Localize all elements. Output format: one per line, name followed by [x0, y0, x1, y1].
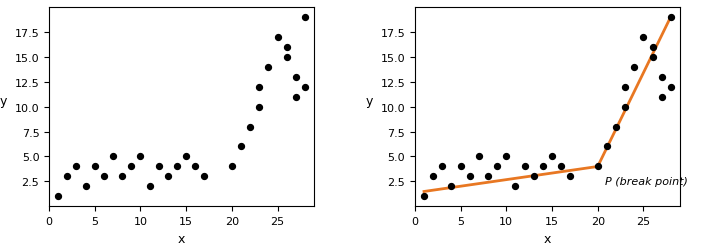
- Point: [665, 85, 676, 89]
- Point: [611, 125, 622, 129]
- Point: [501, 155, 512, 159]
- Point: [299, 15, 311, 19]
- Point: [620, 85, 631, 89]
- Point: [565, 175, 576, 179]
- Point: [116, 175, 128, 179]
- Point: [555, 165, 566, 169]
- Point: [62, 175, 73, 179]
- Point: [638, 35, 649, 39]
- Point: [80, 185, 91, 189]
- Point: [656, 75, 667, 79]
- Point: [281, 45, 292, 49]
- Point: [89, 165, 100, 169]
- X-axis label: x: x: [178, 232, 185, 245]
- Point: [272, 35, 283, 39]
- Point: [299, 85, 311, 89]
- Point: [647, 55, 658, 59]
- Point: [199, 175, 210, 179]
- Point: [473, 155, 484, 159]
- Point: [254, 105, 265, 109]
- Point: [290, 95, 301, 99]
- Point: [190, 165, 201, 169]
- Point: [236, 145, 247, 149]
- Point: [181, 155, 192, 159]
- Point: [153, 165, 164, 169]
- Text: P (break point): P (break point): [605, 177, 688, 187]
- Point: [254, 85, 265, 89]
- Point: [464, 175, 475, 179]
- Point: [98, 175, 109, 179]
- Point: [510, 185, 521, 189]
- Point: [281, 55, 292, 59]
- Y-axis label: y: y: [0, 94, 7, 107]
- Point: [263, 65, 274, 69]
- Point: [455, 165, 466, 169]
- Point: [135, 155, 146, 159]
- Point: [418, 195, 430, 199]
- Point: [519, 165, 530, 169]
- Point: [592, 165, 604, 169]
- Point: [290, 75, 301, 79]
- Point: [528, 175, 539, 179]
- Point: [107, 155, 118, 159]
- Point: [482, 175, 494, 179]
- Point: [53, 195, 64, 199]
- Point: [665, 15, 676, 19]
- Point: [546, 155, 557, 159]
- Point: [491, 165, 503, 169]
- Point: [144, 185, 155, 189]
- Point: [446, 185, 457, 189]
- Point: [163, 175, 174, 179]
- Point: [125, 165, 137, 169]
- Point: [620, 105, 631, 109]
- Point: [172, 165, 183, 169]
- Y-axis label: y: y: [366, 94, 373, 107]
- Point: [428, 175, 439, 179]
- Point: [71, 165, 82, 169]
- Point: [437, 165, 448, 169]
- Point: [537, 165, 548, 169]
- Point: [629, 65, 640, 69]
- X-axis label: x: x: [544, 232, 551, 245]
- Point: [647, 45, 658, 49]
- Point: [656, 95, 667, 99]
- Point: [245, 125, 256, 129]
- Point: [226, 165, 238, 169]
- Point: [601, 145, 613, 149]
